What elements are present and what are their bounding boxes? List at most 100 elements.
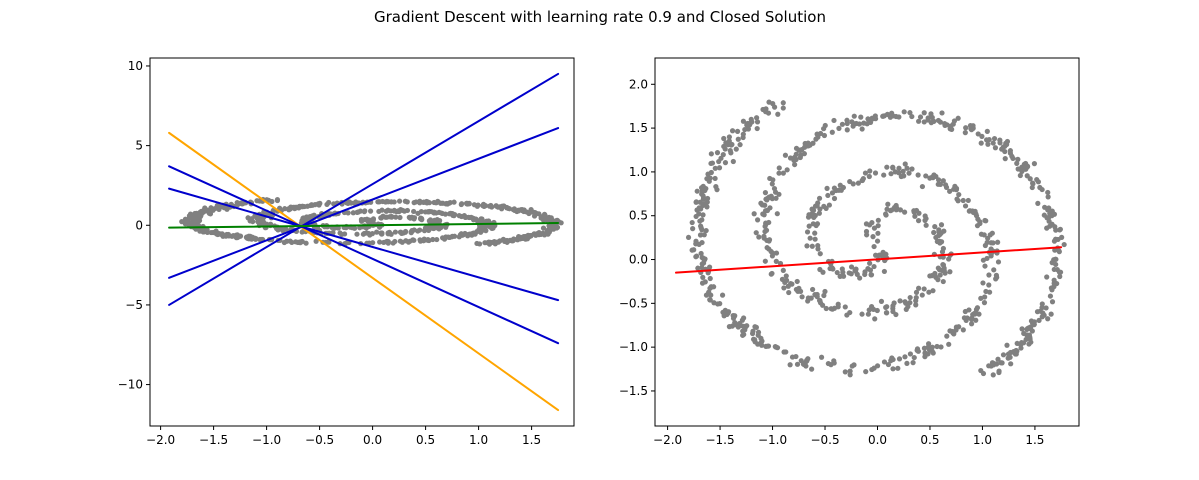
scatter-point <box>927 273 933 279</box>
scatter-point <box>936 232 942 239</box>
scatter-point <box>872 316 878 322</box>
scatter-point <box>839 266 845 272</box>
scatter-point <box>289 239 295 246</box>
scatter-point <box>1045 194 1051 200</box>
scatter-point <box>852 268 859 274</box>
scatter-point <box>324 201 330 208</box>
scatter-point <box>910 360 916 366</box>
scatter-point <box>693 199 699 205</box>
scatter-point <box>364 230 370 236</box>
left-plot-y-ticks: −10 −5 0 5 10 <box>118 59 150 392</box>
scatter-point <box>805 356 811 362</box>
scatter-point <box>446 200 452 206</box>
scatter-point <box>834 269 840 276</box>
scatter-point <box>888 171 894 177</box>
scatter-point <box>901 109 907 115</box>
scatter-point <box>1019 168 1025 175</box>
scatter-point <box>931 229 937 236</box>
scatter-point <box>260 220 266 227</box>
scatter-point <box>380 213 386 219</box>
scatter-point <box>889 207 895 213</box>
scatter-point <box>707 264 713 270</box>
scatter-point <box>973 317 979 323</box>
scatter-point <box>986 363 992 369</box>
right-plot-marks <box>674 99 1067 378</box>
scatter-point <box>814 203 820 209</box>
scatter-point <box>962 130 968 136</box>
scatter-point <box>515 208 522 214</box>
scatter-point <box>769 181 775 187</box>
scatter-point <box>995 356 1001 362</box>
scatter-point <box>1051 266 1057 273</box>
scatter-point <box>751 211 757 217</box>
scatter-point <box>523 233 529 240</box>
scatter-point <box>726 324 732 330</box>
scatter-point <box>953 327 959 333</box>
scatter-point <box>1034 309 1041 315</box>
scatter-point <box>865 311 871 317</box>
scatter-point <box>929 114 935 121</box>
scatter-point <box>916 285 922 291</box>
scatter-point <box>893 202 899 209</box>
scatter-point <box>981 300 988 306</box>
scatter-point <box>284 238 290 244</box>
scatter-point <box>554 225 560 231</box>
scatter-point <box>192 211 198 218</box>
scatter-point <box>870 234 876 240</box>
scatter-point <box>719 292 726 298</box>
scatter-point <box>307 202 314 209</box>
scatter-point <box>1013 347 1019 354</box>
y-tick-label: −10 <box>118 378 143 392</box>
scatter-point <box>370 216 377 222</box>
scatter-point <box>694 253 700 259</box>
scatter-point <box>528 206 534 213</box>
scatter-point <box>245 235 252 241</box>
scatter-point <box>462 230 468 237</box>
scatter-point <box>940 178 946 184</box>
scatter-point <box>451 199 457 205</box>
scatter-point <box>911 354 917 361</box>
scatter-point <box>421 199 427 206</box>
scatter-point <box>831 305 838 311</box>
scatter-point <box>875 217 881 223</box>
scatter-point <box>763 220 769 226</box>
scatter-point <box>815 246 821 252</box>
scatter-point <box>740 134 746 141</box>
scatter-point <box>486 241 493 247</box>
scatter-point <box>897 298 903 304</box>
scatter-point <box>822 122 828 129</box>
scatter-point <box>698 223 704 229</box>
scatter-point <box>935 265 941 271</box>
scatter-point <box>362 217 368 223</box>
scatter-point <box>880 113 886 119</box>
scatter-point <box>937 119 944 125</box>
scatter-point <box>385 207 391 213</box>
scatter-point <box>1018 345 1024 351</box>
scatter-point <box>536 230 542 236</box>
scatter-point <box>766 246 772 252</box>
scatter-point <box>730 315 737 321</box>
scatter-point <box>1044 215 1050 221</box>
scatter-point <box>949 126 955 132</box>
scatter-point <box>805 214 812 220</box>
scatter-point <box>1035 200 1041 206</box>
scatter-point <box>794 361 801 367</box>
scatter-point <box>895 365 901 371</box>
scatter-point <box>871 225 878 231</box>
scatter-point <box>689 247 695 253</box>
scatter-point <box>256 198 263 204</box>
scatter-point <box>784 167 790 173</box>
scatter-point <box>182 216 189 222</box>
scatter-point <box>396 198 403 204</box>
scatter-point <box>789 354 796 360</box>
scatter-point <box>874 363 881 369</box>
scatter-point <box>783 273 789 279</box>
scatter-point <box>701 260 707 266</box>
scatter-point <box>773 250 780 256</box>
scatter-point <box>422 237 428 243</box>
scatter-point <box>711 300 717 306</box>
scatter-point <box>1061 241 1067 248</box>
scatter-point <box>926 289 932 295</box>
scatter-point <box>946 256 952 262</box>
scatter-point <box>192 216 198 222</box>
